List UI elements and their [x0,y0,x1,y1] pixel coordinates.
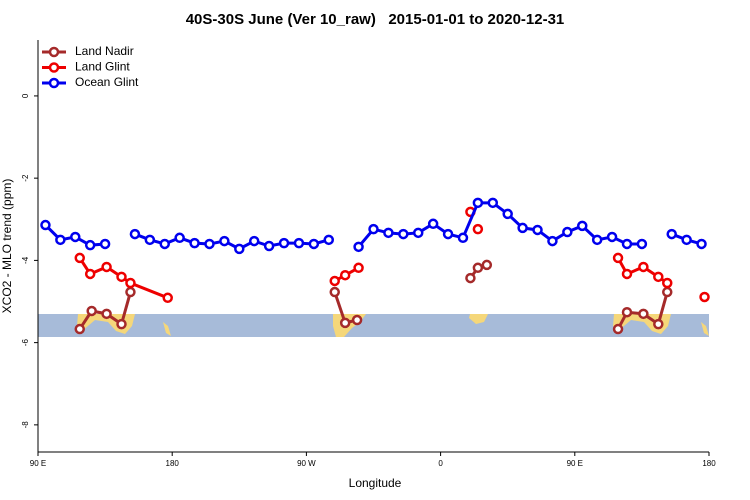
data-point [383,227,394,239]
data-point [351,314,363,326]
data-point [398,228,409,240]
data-point [621,306,633,318]
data-point [699,291,710,303]
data-point [329,275,340,287]
x-tick-label: 180 [702,459,716,468]
data-point [159,238,170,250]
x-tick-label: 180 [166,459,180,468]
x-tick-label: 90 E [30,459,46,468]
data-point [329,286,340,298]
data-point [427,218,439,230]
series-line [80,258,705,298]
data-point [353,262,364,274]
data-point [116,318,127,330]
data-point [125,286,136,298]
x-tick-label: 90 E [567,459,583,468]
data-point [653,271,664,283]
data-point [162,292,173,304]
y-tick-label: -2 [21,174,30,182]
y-tick-label: 0 [21,93,30,98]
data-point [40,219,51,231]
legend-marker [48,46,60,58]
data-point [472,197,484,209]
data-point [204,238,215,250]
data-point [562,226,573,238]
data-point [125,277,136,289]
data-point [101,308,112,320]
data-point [661,277,673,289]
legend-label: Land Glint [75,60,130,74]
data-point [174,232,185,244]
data-point [84,268,96,280]
data-point [577,220,588,232]
data-point [278,237,290,249]
data-point [457,232,469,244]
data-point [144,234,156,246]
data-point [99,238,111,250]
data-point [248,235,260,247]
data-point [339,269,351,281]
legend-label: Ocean Glint [75,75,139,89]
data-point [442,228,454,240]
data-point [591,234,603,246]
data-point [74,323,86,335]
y-tick-label: -6 [21,339,30,347]
data-point [339,317,351,329]
data-point [612,323,624,335]
y-tick-label: -8 [21,421,30,429]
data-point [636,238,648,250]
data-point [189,237,200,249]
data-point [412,227,424,239]
data-point [234,243,245,255]
map-band [38,314,709,337]
data-point [481,259,493,271]
data-point [517,222,528,234]
data-point [502,208,513,220]
data-point [293,237,305,249]
data-point [472,262,484,274]
legend-label: Land Nadir [75,44,134,58]
data-point [606,231,618,243]
data-point [638,261,649,273]
data-point [368,223,379,235]
legend-marker [48,62,60,73]
data-point [465,272,476,284]
data-point [84,239,96,251]
data-point [612,252,624,264]
data-point [323,234,335,246]
y-tick-label: -4 [21,256,30,264]
data-point [621,238,633,250]
x-tick-label: 90 W [297,459,316,468]
x-axis-label: Longitude [349,476,402,490]
data-point [116,271,127,283]
data-point [219,235,230,247]
data-point [681,234,692,246]
data-point [696,238,707,250]
data-point [308,238,320,250]
data-point [532,224,543,236]
data-point [621,268,633,280]
data-point [74,252,86,264]
data-point [353,241,364,253]
data-point [55,234,66,246]
chart-title: 40S-30S June (Ver 10_raw) 2015-01-01 to … [186,11,565,28]
data-point [666,228,677,240]
y-axis-label: XCO2 - MLO trend (ppm) [0,179,14,314]
data-point [638,308,649,320]
data-point [263,240,275,252]
data-point [653,318,664,330]
data-point [129,228,141,240]
legend-marker [48,77,60,89]
x-tick-label: 0 [438,459,443,468]
data-point [547,235,558,247]
data-point [101,261,112,273]
data-point [487,197,499,209]
data-point [472,223,484,235]
data-point [661,286,673,298]
data-point [70,231,81,243]
data-point [86,305,97,317]
